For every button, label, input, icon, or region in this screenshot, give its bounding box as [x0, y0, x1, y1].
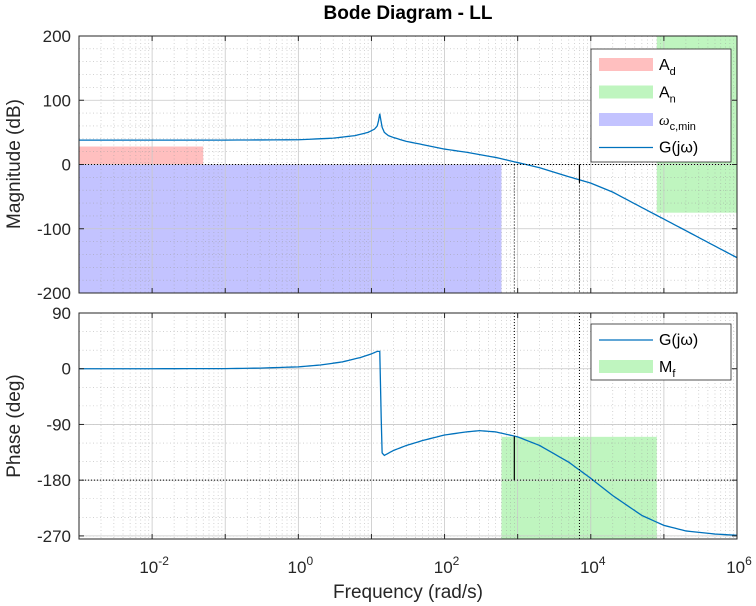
legend-sub: f — [672, 368, 676, 380]
legend-label-1: Mf — [659, 359, 676, 380]
x-tick-labels: 10-2 100 102 104 106 — [139, 554, 752, 577]
legend-swatch-0 — [599, 58, 653, 71]
legend-main: G(jω) — [659, 140, 698, 157]
magnitude-y-tick-label: 200 — [43, 27, 71, 46]
legend-sub: n — [670, 94, 676, 106]
legend-swatch-2 — [599, 113, 653, 126]
x-tick-label: 106 — [726, 554, 752, 577]
legend-main: M — [659, 359, 672, 376]
legend-main: ω — [659, 113, 670, 129]
x-tick-exponent: 4 — [599, 554, 606, 568]
x-tick-base: 10 — [580, 558, 599, 577]
x-tick-exponent: 0 — [306, 554, 313, 568]
legend-sub: c,min — [670, 121, 696, 133]
legend-main: A — [659, 57, 670, 74]
x-tick-label: 104 — [580, 554, 606, 577]
x-tick-base: 10 — [434, 558, 453, 577]
chart-title: Bode Diagram - LL — [324, 3, 493, 24]
magnitude-y-tick-label: 100 — [43, 91, 71, 110]
legend-sub: d — [670, 66, 676, 78]
legend-main: A — [659, 85, 670, 102]
x-tick-exponent: -2 — [158, 554, 169, 568]
phase-axes-frame — [78, 312, 738, 540]
legend-label-0: Ad — [659, 57, 676, 78]
x-tick-base: 10 — [288, 558, 307, 577]
legend-label-3: G(jω) — [659, 140, 698, 157]
phase-y-tick-label: 0 — [62, 360, 71, 379]
legend-swatch-1 — [599, 360, 653, 373]
magnitude-y-tick-label: -100 — [37, 220, 71, 239]
x-tick-exponent: 6 — [745, 554, 752, 568]
legend-swatch-1 — [599, 85, 653, 99]
x-tick-label: 10-2 — [139, 554, 169, 577]
frequency-xlabel: Frequency (rad/s) — [333, 582, 483, 603]
phase-series-line-0 — [79, 350, 737, 536]
region-A_d — [79, 146, 204, 165]
x-tick-label: 102 — [434, 554, 460, 577]
magnitude-axes-frame — [78, 35, 738, 294]
magnitude-series-line-0 — [79, 113, 737, 259]
legend-label-2: ωc,min — [659, 113, 696, 133]
phase-axes: 90 0 -90 -180 -270 G(jω) Mf — [37, 304, 738, 546]
legend-label-0: G(jω) — [659, 332, 698, 349]
x-tick-label: 100 — [288, 554, 314, 577]
magnitude-y-tick-label: 0 — [62, 156, 71, 175]
magnitude-y-tick-label: -200 — [37, 284, 71, 303]
phase-legend: G(jω) Mf — [590, 323, 732, 381]
legend-main: G(jω) — [659, 332, 698, 349]
phase-y-tick-label: -90 — [46, 415, 71, 434]
x-tick-base: 10 — [726, 558, 745, 577]
magnitude-ylabel: Magnitude (dB) — [4, 99, 25, 229]
phase-y-tick-label: -180 — [37, 471, 71, 490]
phase-y-tick-label: -270 — [37, 527, 71, 546]
legend-label-1: An — [659, 85, 676, 106]
x-tick-exponent: 2 — [453, 554, 460, 568]
phase-ylabel: Phase (deg) — [4, 374, 25, 478]
x-tick-base: 10 — [139, 558, 158, 577]
phase-y-tick-label: 90 — [52, 304, 71, 323]
